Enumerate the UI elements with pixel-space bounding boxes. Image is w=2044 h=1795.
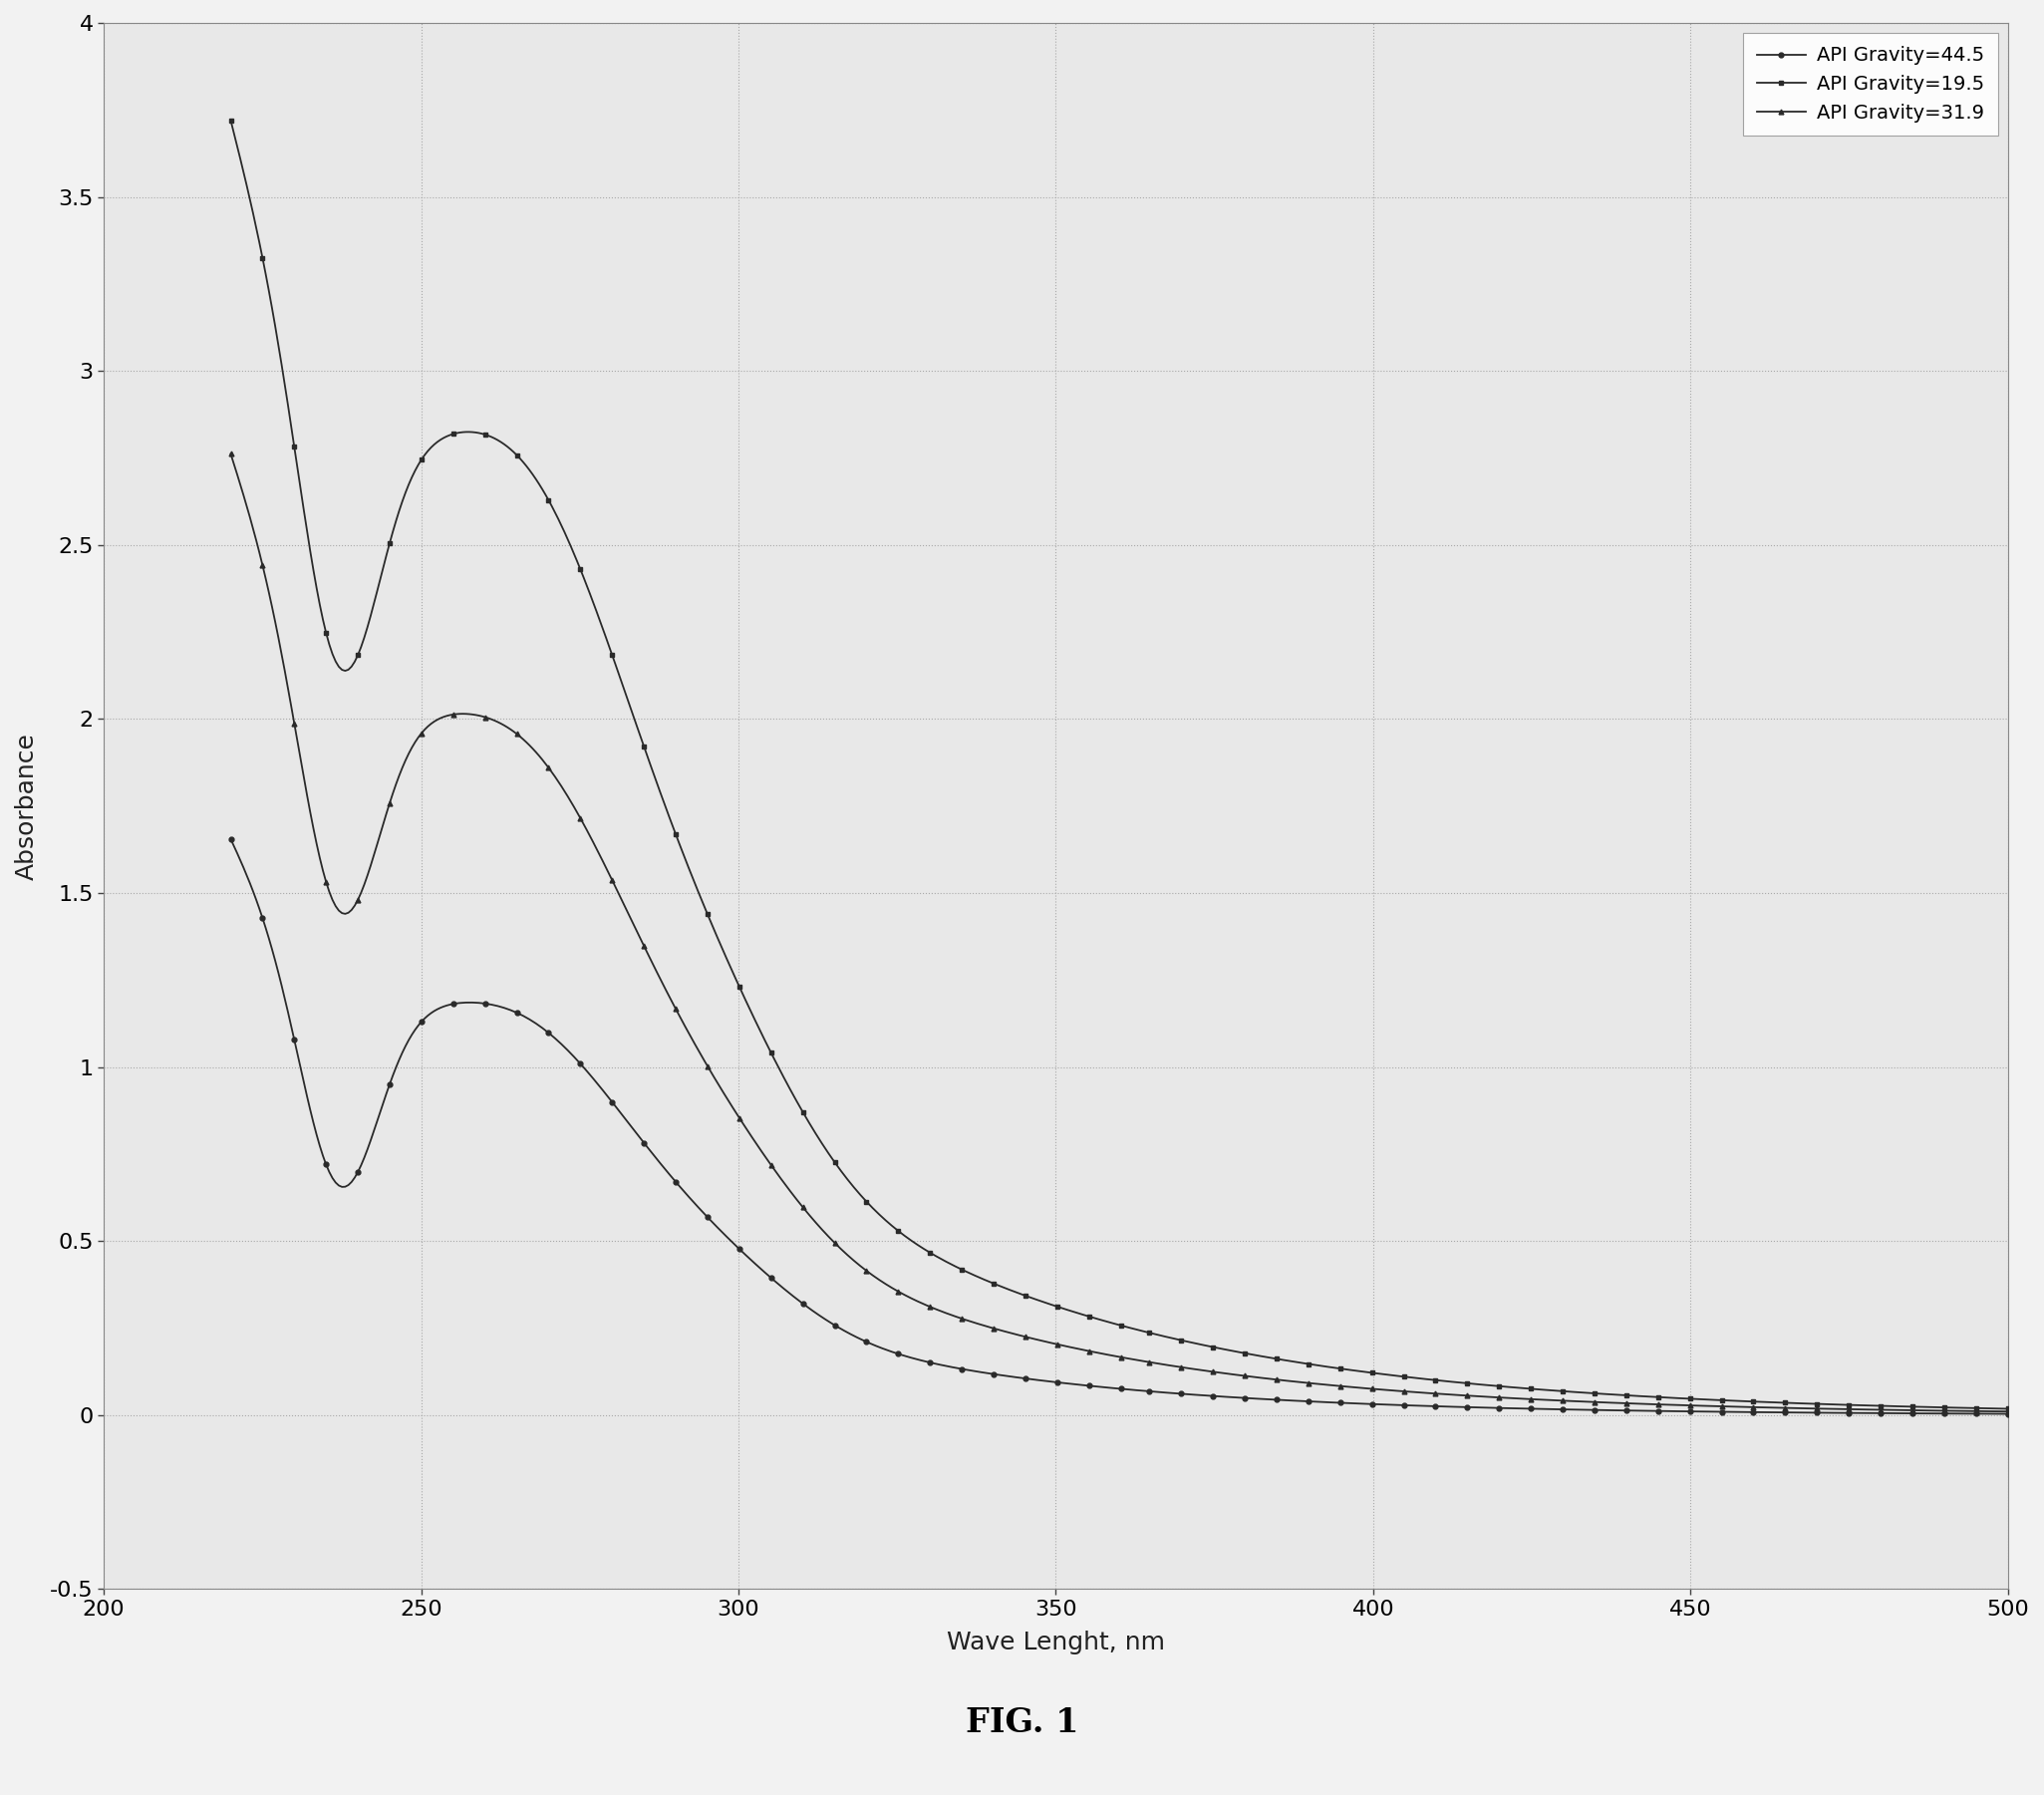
Legend: API Gravity=44.5, API Gravity=19.5, API Gravity=31.9: API Gravity=44.5, API Gravity=19.5, API … [1744, 32, 1999, 136]
Line: API Gravity=19.5: API Gravity=19.5 [229, 118, 2009, 1411]
API Gravity=44.5 [364, 1111, 388, 1133]
API Gravity=19.5 [1995, 1398, 2019, 1420]
API Gravity=31.9 [1468, 1386, 1492, 1407]
Line: API Gravity=31.9: API Gravity=31.9 [229, 452, 2009, 1414]
API Gravity=31.9 [1995, 1400, 2019, 1422]
API Gravity=19.5 [219, 109, 243, 131]
Y-axis label: Absorbance: Absorbance [14, 732, 39, 880]
Text: FIG. 1: FIG. 1 [965, 1707, 1079, 1739]
API Gravity=44.5 [1725, 1402, 1750, 1423]
X-axis label: Wave Lenght, nm: Wave Lenght, nm [946, 1630, 1165, 1655]
API Gravity=44.5 [1995, 1404, 2019, 1425]
API Gravity=19.5 [1770, 1391, 1795, 1413]
API Gravity=31.9 [364, 835, 388, 856]
API Gravity=31.9 [1770, 1397, 1795, 1418]
API Gravity=31.9 [1369, 1379, 1394, 1400]
API Gravity=19.5 [1369, 1362, 1394, 1384]
API Gravity=19.5 [1468, 1373, 1492, 1395]
API Gravity=19.5 [364, 582, 388, 603]
Line: API Gravity=44.5: API Gravity=44.5 [229, 836, 2009, 1416]
API Gravity=44.5 [1468, 1397, 1492, 1418]
API Gravity=44.5 [1369, 1393, 1394, 1414]
API Gravity=44.5 [219, 827, 243, 849]
API Gravity=31.9 [219, 443, 243, 465]
API Gravity=31.9 [231, 485, 256, 506]
API Gravity=19.5 [1725, 1389, 1750, 1411]
API Gravity=44.5 [1770, 1402, 1795, 1423]
API Gravity=44.5 [231, 856, 256, 878]
API Gravity=31.9 [1725, 1397, 1750, 1418]
API Gravity=19.5 [231, 162, 256, 183]
